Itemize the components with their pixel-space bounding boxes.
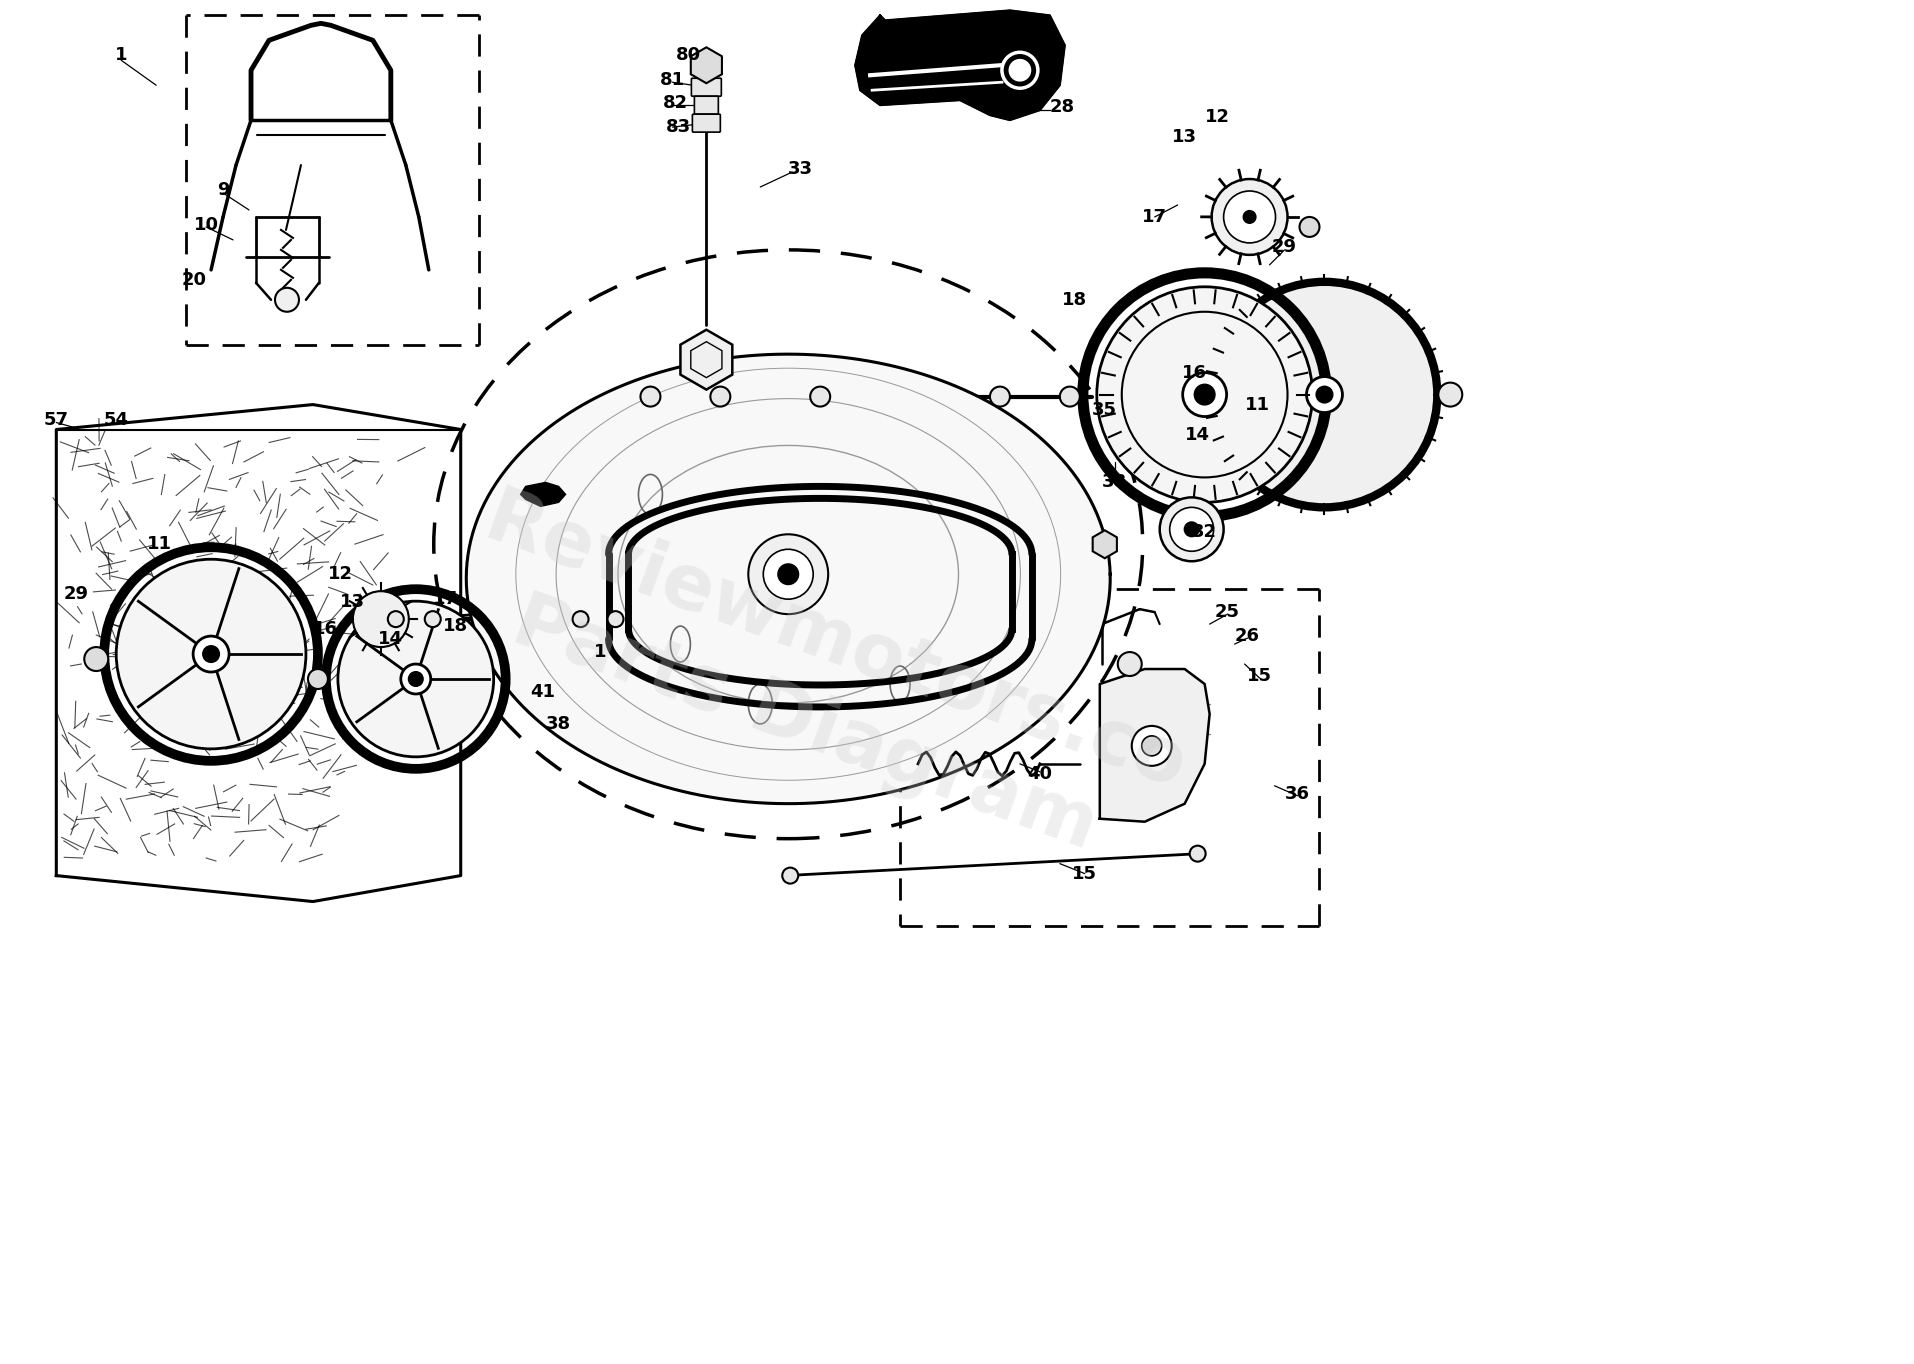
Circle shape [1185,522,1198,536]
Circle shape [710,386,729,406]
Polygon shape [691,48,722,83]
Circle shape [352,591,408,647]
Text: 40: 40 [1026,765,1053,783]
Text: 82: 82 [662,94,687,112]
Circle shape [337,602,494,757]
Text: 38: 38 [545,715,570,732]
Circle shape [1183,372,1227,416]
Circle shape [389,611,404,627]
Circle shape [84,647,109,671]
Circle shape [1009,60,1030,80]
Text: 11: 11 [147,535,172,554]
Circle shape [1194,385,1213,405]
Circle shape [408,672,423,686]
Circle shape [1212,282,1437,507]
Text: 10: 10 [193,216,218,235]
Polygon shape [856,11,1064,120]
Circle shape [1058,386,1079,406]
Circle shape [810,386,831,406]
Circle shape [990,386,1009,406]
Circle shape [400,664,431,694]
Circle shape [425,611,440,627]
Circle shape [1169,507,1213,551]
FancyBboxPatch shape [693,115,720,132]
Text: 15: 15 [1246,667,1271,685]
Text: 18: 18 [1062,291,1087,308]
Text: 33: 33 [787,160,812,179]
Circle shape [1097,286,1311,502]
Circle shape [276,288,299,312]
Circle shape [1001,52,1037,89]
Circle shape [572,611,588,627]
Circle shape [1118,652,1141,677]
Circle shape [193,636,230,672]
Text: 81: 81 [660,71,685,89]
Text: 38: 38 [1102,473,1127,491]
Circle shape [117,559,306,749]
Text: 29: 29 [63,585,88,603]
Polygon shape [679,330,731,390]
Text: 29: 29 [1271,237,1296,256]
Text: 17: 17 [433,591,457,608]
Circle shape [1212,179,1286,255]
Circle shape [1131,726,1171,765]
Text: 41: 41 [530,683,555,701]
Circle shape [1437,383,1462,406]
Circle shape [781,868,798,884]
Circle shape [764,550,813,599]
Text: 32: 32 [1192,524,1217,542]
Circle shape [748,535,827,614]
Circle shape [1315,386,1332,402]
Circle shape [1141,737,1162,756]
Text: Reviewmotors.co
Parts Diagram: Reviewmotors.co Parts Diagram [444,483,1194,885]
Text: 17: 17 [1141,207,1168,226]
Circle shape [1189,846,1206,862]
Text: 14: 14 [379,630,404,648]
Text: 16: 16 [1181,364,1206,382]
FancyBboxPatch shape [691,78,722,97]
Circle shape [1242,211,1256,222]
Polygon shape [465,355,1110,803]
Text: 9: 9 [216,181,230,199]
Text: 1: 1 [115,46,128,64]
Text: 15: 15 [1072,865,1097,883]
Text: 13: 13 [1171,128,1196,146]
Text: 1: 1 [593,642,607,662]
Text: 54: 54 [103,411,128,428]
Circle shape [607,611,624,627]
Text: 18: 18 [442,617,469,636]
Text: 35: 35 [1091,401,1116,419]
Polygon shape [1099,668,1210,821]
Circle shape [1160,498,1223,561]
Text: 25: 25 [1215,603,1240,621]
Text: 20: 20 [182,271,207,289]
Text: 26: 26 [1235,627,1259,645]
Circle shape [1305,376,1342,412]
FancyBboxPatch shape [695,97,718,115]
Text: 28: 28 [1049,98,1074,116]
Text: 11: 11 [1244,396,1269,413]
Text: 36: 36 [1284,784,1309,803]
Circle shape [308,668,327,689]
Text: 83: 83 [666,119,691,136]
Text: 14: 14 [1185,426,1210,443]
Circle shape [1223,191,1275,243]
Polygon shape [521,483,565,506]
Text: 57: 57 [44,411,69,428]
Text: 13: 13 [341,593,366,611]
Text: 12: 12 [1204,108,1229,125]
Text: 16: 16 [314,621,339,638]
Circle shape [1300,217,1319,237]
Polygon shape [56,405,461,902]
Circle shape [203,647,218,662]
Circle shape [639,386,660,406]
Polygon shape [1093,531,1116,558]
Text: 12: 12 [327,565,354,584]
Circle shape [777,565,798,584]
Text: 80: 80 [676,46,701,64]
